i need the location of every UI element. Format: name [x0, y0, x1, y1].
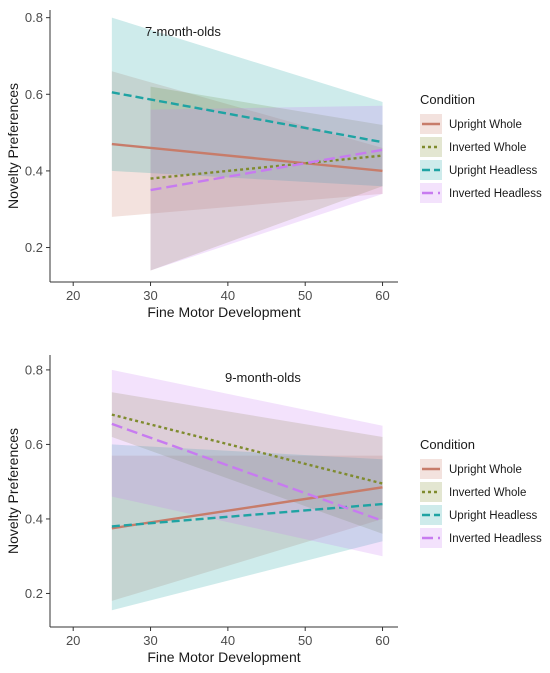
panel-title: 7-month-olds	[145, 24, 221, 39]
ci-band-4	[150, 105, 383, 271]
y-tick-label: 0.8	[25, 362, 43, 377]
legend-key-3	[420, 160, 442, 180]
series-line-1	[111, 486, 383, 530]
y-axis-title: Novelty Preferences	[5, 428, 21, 554]
legend-key-3	[420, 505, 442, 525]
y-tick-label: 0.4	[25, 163, 43, 178]
panel-title: 9-month-olds	[225, 370, 301, 385]
legend-label-3: Upright Headless	[449, 510, 537, 522]
y-tick-label: 0.2	[25, 240, 43, 255]
legend-label-4: Inverted Headless	[449, 533, 542, 545]
x-tick-label: 40	[221, 288, 235, 303]
x-tick-label: 50	[298, 633, 312, 648]
series-line-2	[150, 154, 383, 180]
x-axis-title: Fine Motor Development	[147, 649, 300, 665]
ci-band-1	[111, 455, 383, 601]
x-tick-label: 20	[66, 288, 80, 303]
series-line-1	[111, 142, 383, 173]
ci-band-1	[111, 71, 383, 217]
y-tick-label: 0.6	[25, 87, 43, 102]
y-axis-title: Novelty Preferences	[5, 83, 21, 209]
legend-title: Condition	[420, 437, 475, 452]
legend: Condition Upright Whole Inverted Whole Upri…	[420, 437, 542, 548]
ci-band-4	[111, 369, 383, 557]
x-tick-label: 60	[375, 288, 389, 303]
x-tick-label: 50	[298, 288, 312, 303]
y-tick-label: 0.2	[25, 586, 43, 601]
legend-label-1: Upright Whole	[449, 464, 522, 476]
legend: Condition Upright Whole Inverted Whole Upri…	[420, 92, 542, 203]
series-line-3	[111, 502, 383, 528]
ci-band-3	[111, 444, 383, 611]
x-tick-label: 20	[66, 633, 80, 648]
x-axis-title: Fine Motor Development	[147, 304, 300, 320]
ci-band-3	[111, 17, 383, 187]
legend-label-2: Inverted Whole	[449, 487, 526, 499]
x-tick-label: 60	[375, 633, 389, 648]
chart-panel-2: 20 30 40 50 60 0.2 0.4 0.6 0.8 Fine Motor Develop…	[5, 355, 542, 665]
legend-label-3: Upright Headless	[449, 165, 537, 177]
legend-label-2: Inverted Whole	[449, 142, 526, 154]
series-line-4	[150, 148, 383, 192]
series-line-3	[111, 91, 383, 144]
legend-label-1: Upright Whole	[449, 119, 522, 131]
y-tick-label: 0.4	[25, 511, 43, 526]
y-tick-label: 0.8	[25, 10, 43, 25]
legend-label-4: Inverted Headless	[449, 188, 542, 200]
y-tick-label: 0.6	[25, 437, 43, 452]
chart-panel-1: 20 30 40 50 60 0.2 0.4 0.6 0.8 Fine Motor Develop…	[5, 10, 542, 320]
series-line-2	[111, 413, 383, 485]
x-tick-label: 40	[221, 633, 235, 648]
x-tick-label: 30	[143, 633, 157, 648]
legend-title: Condition	[420, 92, 475, 107]
x-tick-label: 30	[143, 288, 157, 303]
